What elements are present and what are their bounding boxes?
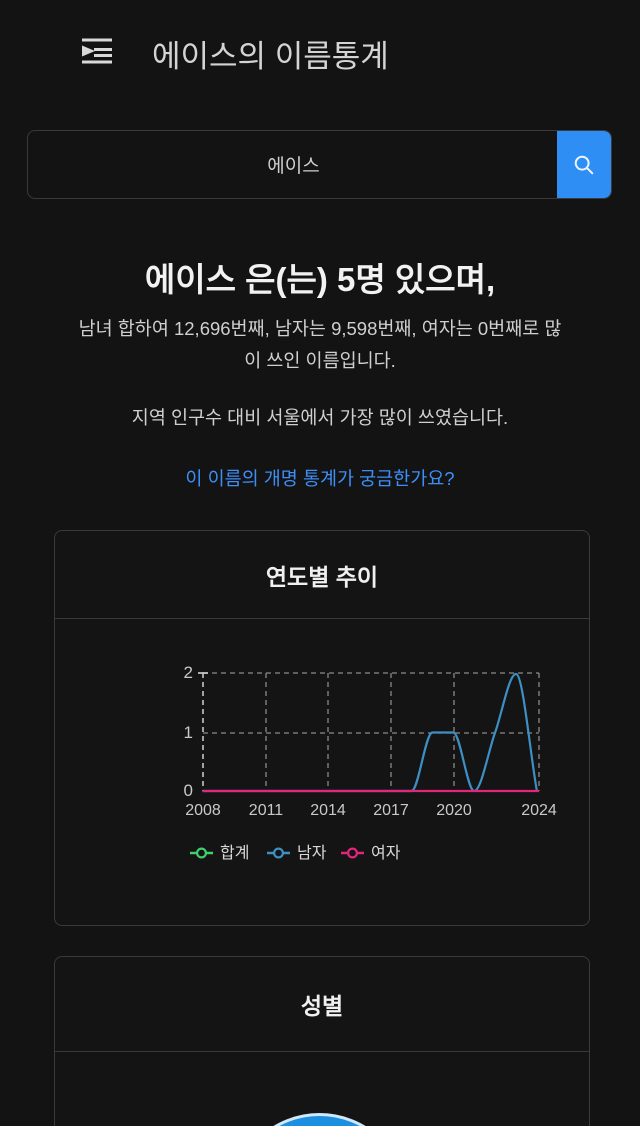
svg-text:2017: 2017 bbox=[373, 802, 409, 819]
svg-text:0: 0 bbox=[184, 781, 193, 800]
svg-text:2008: 2008 bbox=[185, 802, 221, 819]
svg-text:여자: 여자 bbox=[371, 844, 401, 862]
svg-text:2020: 2020 bbox=[436, 802, 472, 819]
svg-text:2: 2 bbox=[184, 663, 193, 682]
svg-text:2011: 2011 bbox=[249, 802, 284, 819]
svg-text:남자: 남자 bbox=[297, 844, 327, 862]
svg-text:2014: 2014 bbox=[310, 802, 346, 819]
svg-text:2024: 2024 bbox=[521, 802, 557, 819]
svg-text:합계: 합계 bbox=[220, 844, 249, 862]
svg-text:1: 1 bbox=[184, 723, 193, 742]
